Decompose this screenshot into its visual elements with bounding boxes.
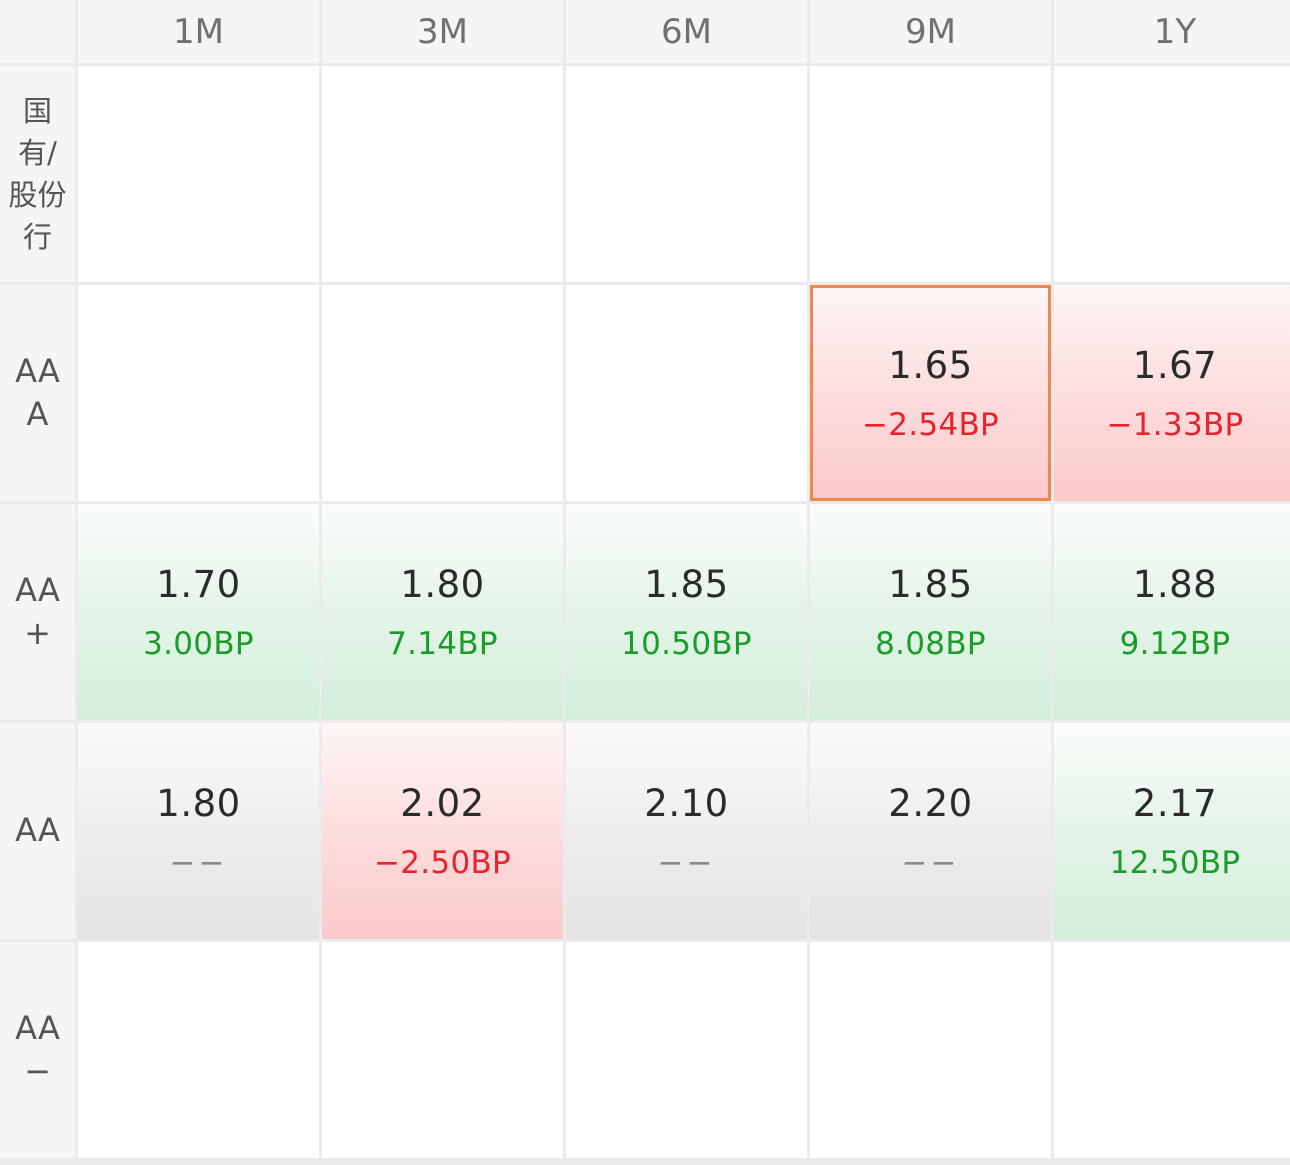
row-header: 国 有/ 股份 行 (0, 66, 75, 282)
rate-cell[interactable]: 2.02 −2.50BP (322, 723, 563, 939)
change-value: −− (657, 844, 716, 881)
empty-cell[interactable] (1054, 66, 1290, 282)
empty-cell[interactable] (566, 942, 807, 1158)
rate-value: 1.88 (1132, 562, 1218, 606)
empty-cell[interactable] (78, 942, 319, 1158)
column-header-3m: 3M (322, 0, 563, 63)
rate-cell[interactable]: 1.80 −− (78, 723, 319, 939)
change-value: 8.08BP (875, 625, 986, 662)
empty-cell[interactable] (322, 66, 563, 282)
row-header: AA − (0, 942, 75, 1158)
rate-value: 2.17 (1132, 781, 1218, 825)
column-header-1m: 1M (78, 0, 319, 63)
rate-value: 1.80 (156, 781, 241, 825)
row-header: AA + (0, 504, 75, 720)
rate-cell[interactable]: 1.70 3.00BP (78, 504, 319, 720)
change-value: −− (169, 844, 228, 881)
column-header-1y: 1Y (1054, 0, 1290, 63)
column-header-6m: 6M (566, 0, 807, 63)
change-value: 12.50BP (1109, 844, 1241, 881)
empty-cell[interactable] (566, 66, 807, 282)
empty-cell[interactable] (810, 942, 1051, 1158)
rate-cell[interactable]: 2.20 −− (810, 723, 1051, 939)
column-header-9m: 9M (810, 0, 1051, 63)
change-value: −1.33BP (1106, 406, 1244, 443)
empty-cell[interactable] (810, 66, 1051, 282)
empty-cell[interactable] (322, 285, 563, 501)
row-header: AA (0, 723, 75, 939)
empty-cell[interactable] (78, 285, 319, 501)
empty-cell[interactable] (78, 66, 319, 282)
rate-value: 1.85 (888, 562, 973, 606)
rate-value: 1.70 (156, 562, 241, 606)
change-value: 7.14BP (387, 625, 498, 662)
change-value: −− (901, 844, 960, 881)
rate-cell[interactable]: 2.10 −− (566, 723, 807, 939)
rate-cell[interactable]: 2.17 12.50BP (1054, 723, 1290, 939)
rate-cell[interactable]: 1.88 9.12BP (1054, 504, 1290, 720)
rate-value: 1.65 (888, 343, 973, 387)
rate-value: 1.80 (400, 562, 485, 606)
rate-value: 2.10 (644, 781, 729, 825)
rate-cell[interactable]: 1.80 7.14BP (322, 504, 563, 720)
rate-value: 1.67 (1132, 343, 1218, 387)
rate-value: 2.20 (888, 781, 973, 825)
rate-cell[interactable]: 1.67 −1.33BP (1054, 285, 1290, 501)
corner-cell (0, 0, 75, 63)
rate-value: 1.85 (644, 562, 729, 606)
empty-cell[interactable] (566, 285, 807, 501)
empty-cell[interactable] (1054, 942, 1290, 1158)
rate-cell-selected[interactable]: 1.65 −2.54BP (810, 285, 1051, 501)
rate-cell[interactable]: 1.85 8.08BP (810, 504, 1051, 720)
rate-value: 2.02 (400, 781, 485, 825)
empty-cell[interactable] (322, 942, 563, 1158)
rate-cell[interactable]: 1.85 10.50BP (566, 504, 807, 720)
change-value: 9.12BP (1119, 625, 1231, 662)
change-value: 10.50BP (621, 625, 752, 662)
change-value: 3.00BP (143, 625, 254, 662)
change-value: −2.50BP (373, 844, 512, 881)
row-header: AA A (0, 285, 75, 501)
change-value: −2.54BP (861, 406, 1000, 443)
